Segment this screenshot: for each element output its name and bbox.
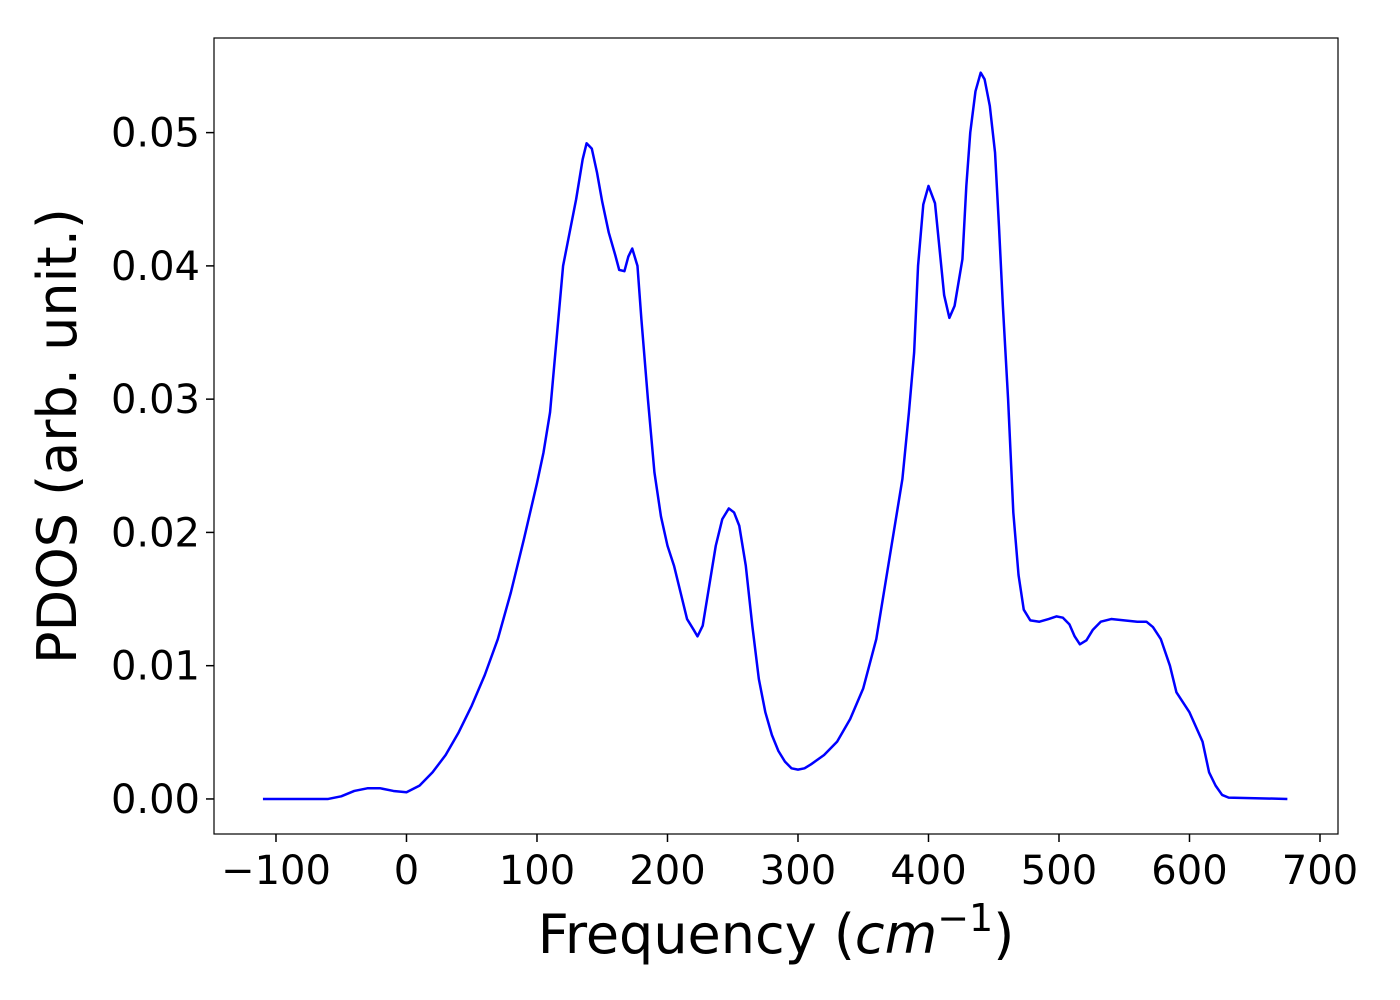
y-axis-label: PDOS (arb. unit.) — [26, 208, 89, 664]
data-line — [262, 71, 1288, 801]
x-tick-label: 0 — [394, 848, 419, 894]
y-tick-label: 0.05 — [111, 111, 200, 157]
y-tick-label: 0.00 — [111, 777, 200, 823]
x-tick-label: 300 — [760, 848, 836, 894]
y-tick-label: 0.03 — [111, 377, 200, 423]
x-label-text: ) — [993, 903, 1014, 966]
x-tick-label: 200 — [629, 848, 705, 894]
x-tick-label: 400 — [890, 848, 966, 894]
x-tick-label: −100 — [221, 848, 331, 894]
x-tick-label: 700 — [1282, 848, 1358, 894]
y-tick-label: 0.04 — [111, 244, 200, 290]
y-tick-label: 0.02 — [111, 510, 200, 556]
y-tick-label: 0.01 — [111, 644, 200, 690]
x-label-unit: cm — [855, 903, 937, 966]
x-tick-label: 500 — [1021, 848, 1097, 894]
plot-frame — [213, 37, 1339, 835]
x-tick-label: 600 — [1151, 848, 1227, 894]
x-label-text: Frequency ( — [538, 903, 855, 966]
x-axis-label: Frequency (cm−1) — [538, 896, 1015, 966]
x-label-exponent: −1 — [937, 896, 993, 940]
x-tick-label: 100 — [499, 848, 575, 894]
